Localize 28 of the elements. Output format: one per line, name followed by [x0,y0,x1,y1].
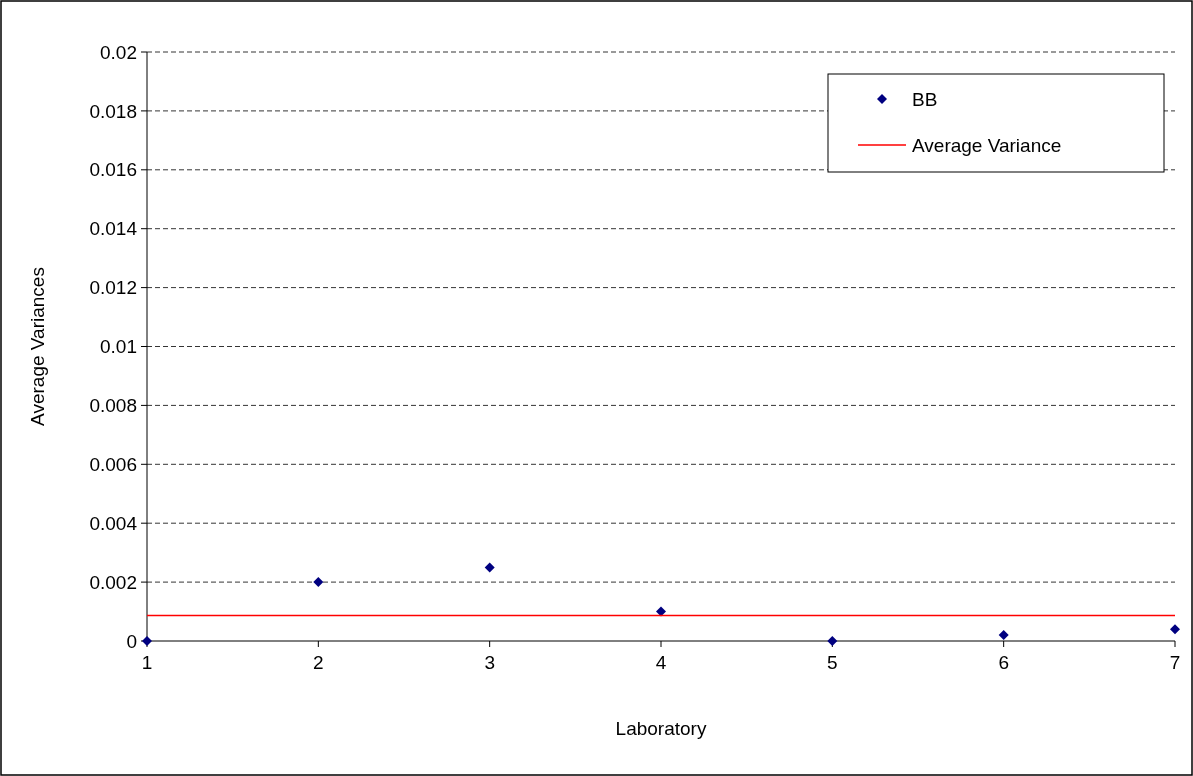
point [998,630,1009,641]
x-tick-label: 6 [998,652,1009,673]
y-tick-label: 0.006 [89,453,137,475]
y-tick-label: 0.02 [100,41,137,63]
point [1170,624,1180,635]
x-tick-label: 7 [1169,652,1181,673]
y-tick-label: 0.018 [89,100,137,122]
y-tick-label: 0.01 [100,336,137,358]
y-axis-title: Average Variances [27,267,48,426]
y-tick-label: 0.002 [89,571,137,593]
y-tick-label: 0.004 [89,512,138,534]
legend-label: BB [912,88,938,110]
y-tick-label: 0.016 [89,159,137,181]
y-tick-label: 0.014 [89,218,138,240]
x-tick-label: 5 [827,652,838,673]
y-tick-label: 0.008 [89,395,137,417]
y-tick-label: 0.012 [89,277,137,299]
y-tick-label: 0 [126,630,137,652]
point [656,606,666,617]
legend-label: Average Variance [912,134,1062,156]
point [484,562,495,573]
x-tick-label: 1 [141,652,153,673]
point [827,636,838,646]
x-axis-title: Laboratory [615,718,707,739]
x-tick-label: 2 [313,652,324,673]
x-tick-label: 3 [484,652,495,673]
point [313,577,324,588]
x-tick-label: 4 [655,652,667,673]
